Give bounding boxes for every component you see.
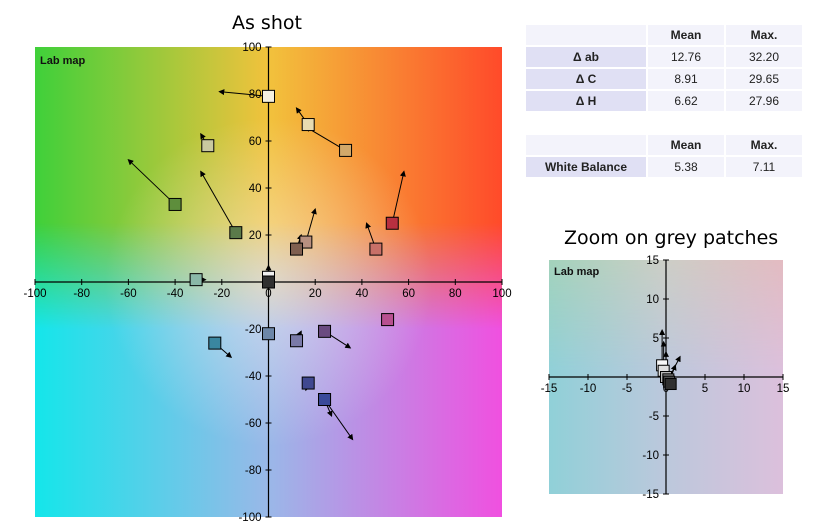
patch-marker	[189, 273, 203, 287]
patch-marker	[262, 89, 275, 103]
x-tick-label: 10	[738, 383, 751, 395]
main-tick-labels: -100 -80 -60 -40 -20 0 20 40 60 80 100 -100 -80 -60 -4…	[23, 42, 511, 524]
x-tick-label: 80	[449, 288, 462, 300]
row-label: Δ ab	[526, 47, 646, 67]
x-tick-label: 60	[402, 288, 415, 300]
x-tick-label: -15	[541, 383, 558, 395]
patch-shift-vector	[218, 89, 269, 97]
table-row: Δ ab 12.76 32.20	[526, 47, 802, 67]
table-row: Δ H 6.62 27.96	[526, 91, 802, 111]
max-value: 29.65	[726, 69, 802, 89]
patch-shift-vector	[200, 170, 237, 233]
header-cell-empty	[526, 135, 646, 155]
delta-stats-table: Mean Max. Δ ab 12.76 32.20 Δ C 8.91 29.6…	[524, 23, 804, 113]
mean-value: 12.76	[648, 47, 724, 67]
x-tick-label: 20	[309, 288, 322, 300]
zoom-chart-title: Zoom on grey patches	[564, 227, 779, 249]
header-cell-max: Max.	[726, 25, 802, 45]
patch-marker	[318, 324, 332, 338]
header-cell-mean: Mean	[648, 25, 724, 45]
header-cell-max: Max.	[726, 135, 802, 155]
x-tick-label: -5	[622, 383, 632, 395]
delta-stats-header-row: Mean Max.	[526, 25, 802, 45]
row-label: Δ H	[526, 91, 646, 111]
patch-shift-vector	[324, 399, 354, 441]
patch-marker	[385, 216, 399, 230]
x-tick-label: 5	[702, 383, 708, 395]
patch-marker	[301, 376, 315, 390]
max-value: 27.96	[726, 91, 802, 111]
max-value: 32.20	[726, 47, 802, 67]
header-cell-mean: Mean	[648, 135, 724, 155]
header-cell-empty	[526, 25, 646, 45]
zoom-patch-markers	[656, 359, 677, 391]
x-tick-label: -60	[120, 288, 137, 300]
main-scatter-plot: Lab map -100 -80 -60 -40 -20 0 20 40 60 80 100-100…	[23, 42, 511, 524]
max-value: 7.11	[726, 157, 802, 177]
x-tick-label: -20	[213, 288, 230, 300]
patch-marker	[208, 336, 222, 350]
mean-value: 5.38	[648, 157, 724, 177]
y-tick-label: -10	[642, 450, 659, 462]
table-row: White Balance 5.38 7.11	[526, 157, 802, 177]
patch-marker	[290, 334, 304, 348]
y-tick-label: -80	[245, 465, 262, 477]
x-tick-label: 15	[777, 383, 790, 395]
patch-marker	[201, 139, 215, 153]
x-tick-label: 40	[356, 288, 369, 300]
mean-value: 8.91	[648, 69, 724, 89]
y-tick-label: 20	[249, 230, 262, 242]
x-tick-label: 0	[265, 288, 271, 300]
y-tick-label: -60	[245, 418, 262, 430]
patch-marker	[369, 242, 383, 256]
y-tick-label: -5	[649, 411, 659, 423]
y-tick-label: 5	[653, 333, 659, 345]
row-label: Δ C	[526, 69, 646, 89]
patch-shift-vector	[127, 158, 176, 205]
patch-marker	[301, 118, 315, 132]
x-tick-label: 100	[492, 288, 511, 300]
x-tick-label: -10	[580, 383, 597, 395]
y-tick-label: 15	[646, 255, 659, 267]
patch-marker	[290, 242, 304, 256]
patch-marker	[339, 143, 353, 157]
white-balance-header-row: Mean Max.	[526, 135, 802, 155]
y-tick-label: -100	[238, 512, 261, 524]
patch-marker	[318, 393, 332, 406]
patch-marker	[262, 275, 275, 289]
white-balance-table: Mean Max. White Balance 5.38 7.11	[524, 133, 804, 179]
mean-value: 6.62	[648, 91, 724, 111]
zoom-lab-map-label: Lab map	[554, 266, 600, 278]
patch-marker	[262, 327, 275, 341]
y-tick-label: 60	[249, 136, 262, 148]
y-tick-label: 10	[646, 294, 659, 306]
x-tick-label: -40	[167, 288, 184, 300]
patch-shift-vector	[391, 170, 406, 224]
y-tick-label: -40	[245, 371, 262, 383]
y-tick-label: -20	[245, 324, 262, 336]
table-row: Δ C 8.91 29.65	[526, 69, 802, 89]
main-chart-title: As shot	[232, 12, 302, 34]
y-tick-label: 100	[242, 42, 261, 54]
x-tick-label: -100	[23, 288, 46, 300]
x-tick-label: -80	[73, 288, 90, 300]
y-tick-label: 40	[249, 183, 262, 195]
patch-marker	[664, 378, 677, 391]
patch-marker	[381, 313, 395, 327]
patch-marker	[229, 226, 243, 240]
y-tick-label: -15	[642, 489, 659, 501]
main-lab-map-label: Lab map	[40, 55, 86, 67]
patch-marker	[168, 197, 182, 211]
main-patch-markers	[168, 89, 399, 406]
row-label: White Balance	[526, 157, 646, 177]
